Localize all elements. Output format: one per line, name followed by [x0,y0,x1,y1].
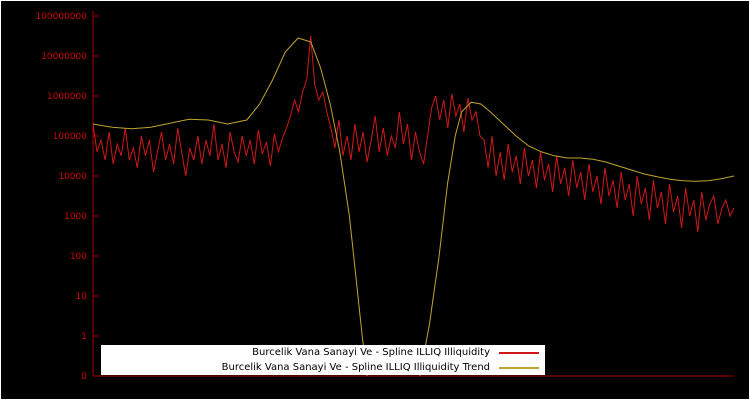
legend-sample-trend-line [499,366,539,369]
y-tick-label: 1000 [64,212,87,222]
trend-series-line [93,37,734,376]
y-tick-label: 1 [81,332,87,342]
axis-frame [92,11,734,377]
legend-entry-trend: Burcelik Vana Sanayi Ve - Spline ILLIQ I… [101,360,545,375]
y-tick-label: 100 [70,252,87,262]
legend: Burcelik Vana Sanayi Ve - Spline ILLIQ I… [101,345,545,375]
y-tick-label: 100000 [53,132,88,142]
y-tick-label: 10000 [58,172,87,182]
y-tick-label: 100000000 [35,12,87,22]
legend-label-illiq: Burcelik Vana Sanayi Ve - Spline ILLIQ I… [252,347,490,358]
y-tick-label: 0 [81,372,87,382]
legend-entry-illiq: Burcelik Vana Sanayi Ve - Spline ILLIQ I… [101,345,545,360]
y-tick-label: 10000000 [41,52,87,62]
illiq-series-line [93,35,734,232]
legend-sample-illiq-line [499,351,539,354]
y-tick-label: 1000000 [47,92,87,102]
y-tick-label: 10 [76,292,88,302]
legend-label-trend: Burcelik Vana Sanayi Ve - Spline ILLIQ I… [221,362,490,373]
